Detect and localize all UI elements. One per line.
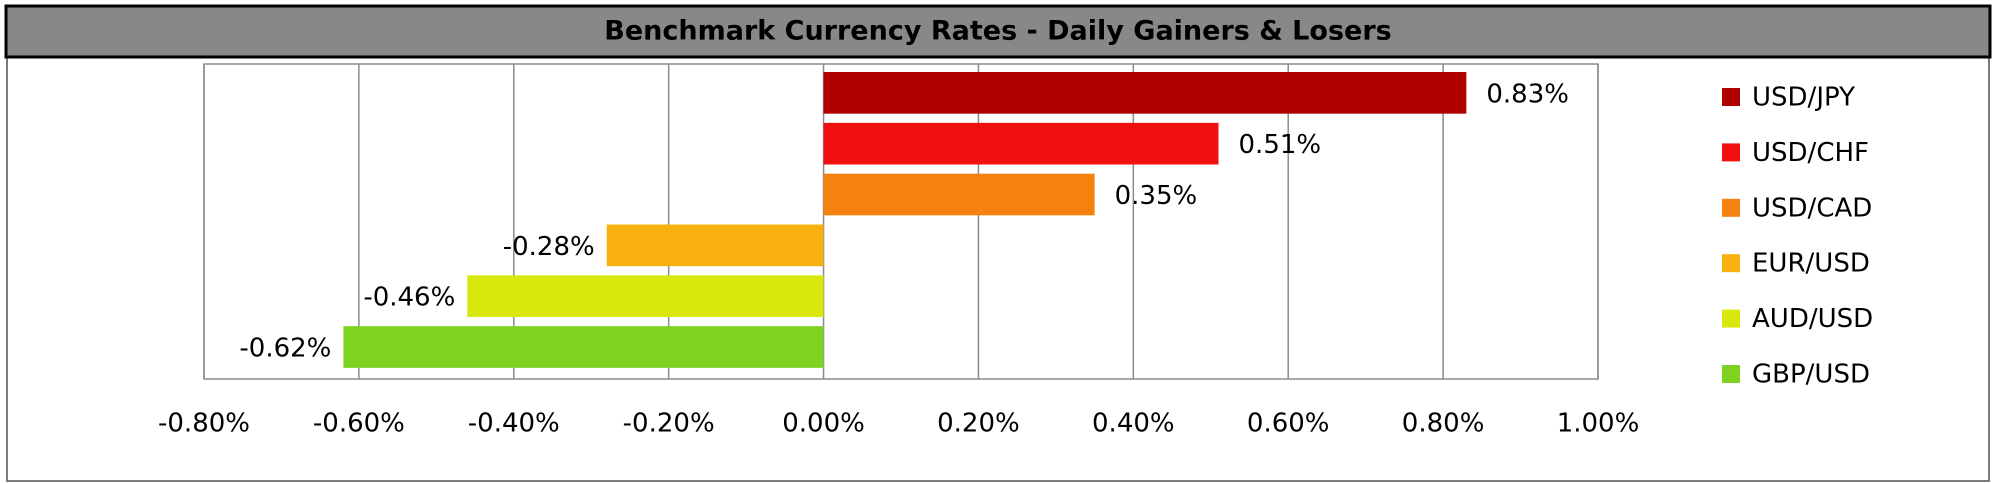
legend-swatch bbox=[1722, 88, 1740, 106]
value-label: 0.51% bbox=[1239, 130, 1322, 160]
bar bbox=[343, 326, 824, 368]
legend-swatch bbox=[1722, 143, 1740, 162]
value-label: 0.83% bbox=[1486, 79, 1569, 109]
legend-swatch bbox=[1722, 309, 1740, 328]
legend-label: GBP/USD bbox=[1752, 360, 1870, 390]
value-label: 0.35% bbox=[1115, 181, 1198, 211]
x-tick-label: -0.40% bbox=[468, 409, 560, 439]
bar bbox=[823, 122, 1219, 165]
legend-swatch bbox=[1722, 198, 1740, 217]
legend-swatch bbox=[1722, 254, 1740, 273]
legend-label: AUD/USD bbox=[1752, 304, 1873, 334]
bar bbox=[823, 173, 1095, 216]
x-tick-label: 0.80% bbox=[1402, 409, 1485, 439]
chart-title: Benchmark Currency Rates - Daily Gainers… bbox=[604, 16, 1391, 47]
legend-label: EUR/USD bbox=[1752, 249, 1870, 279]
x-tick-label: 1.00% bbox=[1557, 409, 1640, 439]
x-tick-label: -0.60% bbox=[313, 409, 405, 439]
x-tick-label: 0.20% bbox=[937, 409, 1020, 439]
x-tick-label: 0.00% bbox=[782, 409, 865, 439]
bar bbox=[823, 72, 1467, 114]
value-label: -0.46% bbox=[363, 283, 455, 313]
bar bbox=[467, 275, 824, 318]
title-bar bbox=[4, 4, 1992, 59]
x-tick-label: -0.20% bbox=[623, 409, 715, 439]
legend-label: USD/JPY bbox=[1752, 83, 1855, 113]
bar bbox=[606, 224, 824, 267]
x-tick-label: 0.40% bbox=[1092, 409, 1175, 439]
x-tick-label: 0.60% bbox=[1247, 409, 1330, 439]
value-label: -0.28% bbox=[503, 232, 595, 262]
legend-label: USD/CHF bbox=[1752, 138, 1869, 168]
x-tick-label: -0.80% bbox=[158, 409, 250, 439]
legend-swatch bbox=[1722, 365, 1740, 383]
value-label: -0.62% bbox=[239, 334, 331, 364]
legend-label: USD/CAD bbox=[1752, 193, 1872, 223]
